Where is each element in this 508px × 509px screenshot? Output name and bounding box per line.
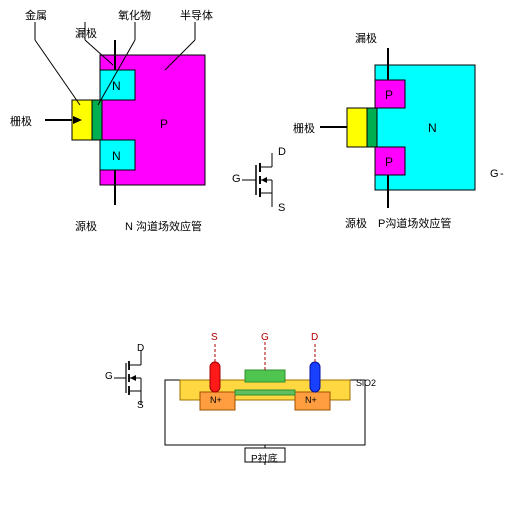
cs-nplus-right: N+ xyxy=(305,395,317,405)
label-gate-right: 栅极 xyxy=(293,120,315,136)
cs-nplus-left: N+ xyxy=(210,395,222,405)
label-semiconductor: 半导体 xyxy=(180,7,213,23)
mosfet-cross-section xyxy=(165,342,365,465)
label-g-side: G xyxy=(490,168,499,180)
cs-sio2: SiO2 xyxy=(356,378,376,388)
label-source-left: 源极 xyxy=(75,218,97,234)
label-oxide: 氧化物 xyxy=(118,7,151,23)
diagrams-canvas: N N P xyxy=(0,0,508,509)
caption-p-channel: P沟道场效应管 xyxy=(378,215,451,231)
dash-icon: - xyxy=(500,168,504,180)
svg-text:P: P xyxy=(385,88,393,102)
cs-s-top: S xyxy=(211,332,218,343)
label-source-right: 源极 xyxy=(345,215,367,231)
label-drain-left: 漏极 xyxy=(75,25,97,41)
svg-text:P: P xyxy=(160,117,168,131)
label-drain-right: 漏极 xyxy=(355,30,377,46)
n-mosfet-symbol xyxy=(242,153,272,207)
p-channel-fet: P P N xyxy=(320,48,475,208)
symbol-d-left: D xyxy=(278,146,286,158)
cs-g-top: G xyxy=(261,332,269,343)
symbol-s-left: S xyxy=(278,202,285,214)
cs-d-top: D xyxy=(311,332,318,343)
bottom-mosfet-symbol xyxy=(114,351,141,405)
n-channel-fet: N N P xyxy=(35,22,205,205)
svg-text:N: N xyxy=(112,79,121,93)
bsym-g: G xyxy=(105,371,113,382)
bsym-d: D xyxy=(137,343,144,354)
symbol-g-left: G xyxy=(232,173,241,185)
svg-text:N: N xyxy=(428,121,437,135)
cs-substrate: P衬底 xyxy=(251,450,278,465)
label-gate-left: 栅极 xyxy=(10,113,32,129)
svg-text:N: N xyxy=(112,149,121,163)
caption-n-channel: N 沟道场效应管 xyxy=(125,218,202,234)
label-metal: 金属 xyxy=(25,7,47,23)
bsym-s: S xyxy=(137,400,144,411)
svg-text:P: P xyxy=(385,155,393,169)
